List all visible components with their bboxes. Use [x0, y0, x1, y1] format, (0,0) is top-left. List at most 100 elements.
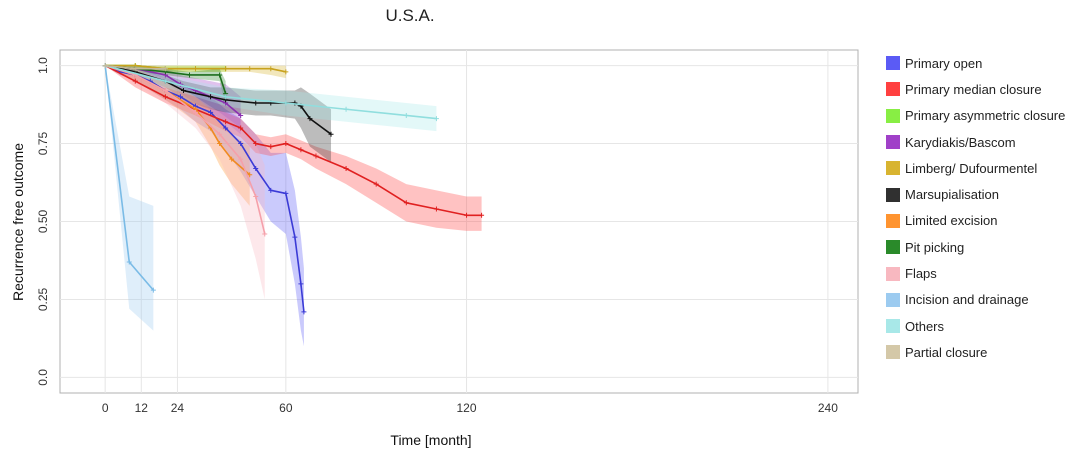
legend-label: Primary asymmetric closure [905, 108, 1066, 124]
legend-item-marsupialisation: Marsupialisation [886, 181, 1081, 207]
point-primary-median-closure [162, 94, 168, 100]
legend-label: Partial closure [905, 344, 988, 360]
x-tick-label: 240 [818, 401, 838, 415]
point-primary-open [268, 187, 274, 193]
point-karydiakis-bascom [238, 112, 244, 118]
legend-swatch [886, 240, 900, 255]
point-primary-median-closure [253, 141, 259, 147]
legend-swatch [886, 135, 900, 150]
point-primary-median-closure [433, 206, 439, 212]
legend-label: Karydiakis/Bascom [905, 134, 1016, 150]
legend-label: Flaps [905, 266, 937, 282]
point-primary-median-closure [283, 141, 289, 147]
point-limited-excision [229, 156, 235, 162]
point-primary-median-closure [132, 78, 138, 84]
point-incision-and-drainage [150, 287, 156, 293]
point-limberg-dufourmentel [283, 69, 289, 75]
legend-item-limited-excision: Limited excision [886, 208, 1081, 234]
band-others [105, 65, 437, 132]
legend-swatch [886, 319, 900, 334]
point-limited-excision [217, 141, 223, 147]
point-others [223, 94, 229, 100]
x-tick-label: 60 [279, 401, 293, 415]
legend-item-incision-and-drainage: Incision and drainage [886, 287, 1081, 313]
point-primary-open [292, 234, 298, 240]
point-primary-open [177, 94, 183, 100]
y-tick-label: 0.75 [36, 132, 50, 156]
legend-label: Primary median closure [905, 81, 1042, 97]
legend-label: Limberg/ Dufourmentel [905, 160, 1038, 176]
point-primary-open [283, 190, 289, 196]
legend-label: Limited excision [905, 213, 998, 229]
y-tick-label: 1.0 [36, 57, 50, 74]
legend-item-karydiakis-bascom: Karydiakis/Bascom [886, 129, 1081, 155]
legend-swatch [886, 292, 900, 307]
point-primary-open [301, 309, 307, 315]
legend-swatch [886, 161, 900, 176]
y-tick-label: 0.50 [36, 209, 50, 233]
point-limberg-dufourmentel [247, 66, 253, 72]
axis-ticks: 0 12 24 60 120 240 0.0 0.25 0.50 0.75 1.0 [36, 57, 838, 415]
point-incision-and-drainage [126, 259, 132, 265]
point-primary-open [238, 141, 244, 147]
legend-swatch [886, 187, 900, 202]
x-tick-label: 120 [457, 401, 477, 415]
point-primary-open [208, 109, 214, 115]
point-flaps [262, 231, 268, 237]
band-karydiakis-bascom [105, 65, 241, 135]
y-tick-label: 0.25 [36, 287, 50, 311]
band-primary-open [105, 65, 304, 347]
point-pit-picking [217, 72, 223, 78]
legend-swatch [886, 108, 900, 123]
point-others [403, 112, 409, 118]
point-primary-open [253, 165, 259, 171]
point-marsupialisation [328, 131, 334, 137]
y-tick-label: 0.0 [36, 369, 50, 386]
x-tick-label: 12 [135, 401, 149, 415]
legend-label: Pit picking [905, 239, 965, 255]
point-marsupialisation [180, 88, 186, 94]
band-flaps [105, 65, 265, 300]
point-pit-picking [186, 72, 192, 78]
point-primary-median-closure [298, 147, 304, 153]
point-flaps [238, 156, 244, 162]
legend-swatch [886, 56, 900, 71]
legend-item-flaps: Flaps [886, 260, 1081, 286]
legend-item-primary-open: Primary open [886, 50, 1081, 76]
point-others [283, 100, 289, 106]
point-partial-closure [102, 63, 108, 69]
series-lines [102, 63, 485, 315]
point-marsupialisation [208, 94, 214, 100]
legend-item-partial-closure: Partial closure [886, 339, 1081, 365]
point-partial-closure [132, 66, 138, 72]
line-flaps [104, 64, 266, 235]
point-primary-median-closure [464, 212, 470, 218]
point-limberg-dufourmentel [223, 66, 229, 72]
point-primary-median-closure [223, 119, 229, 125]
point-flaps [253, 194, 259, 200]
point-primary-median-closure [313, 153, 319, 159]
point-primary-median-closure [268, 144, 274, 150]
legend-item-primary-asymmetric-closure: Primary asymmetric closure [886, 103, 1081, 129]
band-incision-and-drainage [105, 65, 154, 331]
legend: Primary open Primary median closure Primar… [886, 50, 1081, 366]
point-primary-open [298, 281, 304, 287]
point-flaps [162, 88, 168, 94]
legend-item-primary-median-closure: Primary median closure [886, 76, 1081, 102]
legend-item-limberg-dufourmentel: Limberg/ Dufourmentel [886, 155, 1081, 181]
legend-label: Marsupialisation [905, 187, 999, 203]
point-primary-median-closure [343, 165, 349, 171]
legend-item-pit-picking: Pit picking [886, 234, 1081, 260]
legend-label: Primary open [905, 55, 983, 71]
band-marsupialisation [105, 65, 332, 163]
grid [60, 50, 858, 393]
point-limberg-dufourmentel [193, 66, 199, 72]
point-primary-median-closure [403, 200, 409, 206]
x-tick-label: 0 [102, 401, 109, 415]
point-others [162, 78, 168, 84]
chart-title: U.S.A. [385, 6, 435, 25]
legend-swatch [886, 266, 900, 281]
legend-swatch [886, 82, 900, 97]
line-limberg-dufourmentel [105, 64, 287, 73]
point-primary-open [223, 125, 229, 131]
